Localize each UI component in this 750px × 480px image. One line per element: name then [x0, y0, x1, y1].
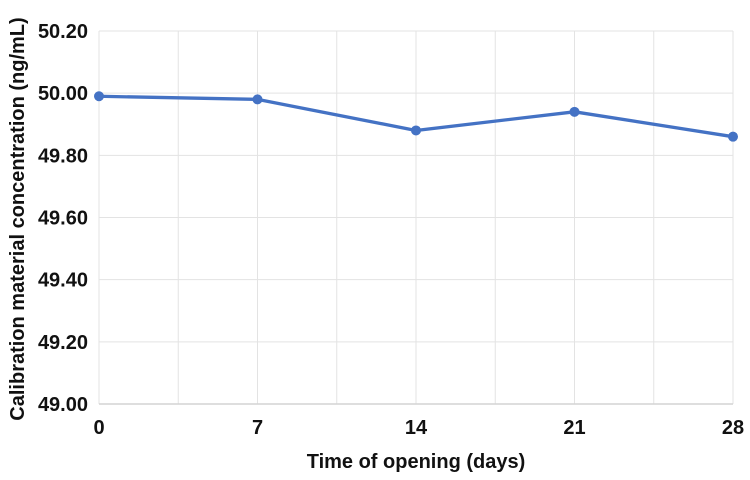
- data-point-marker: [94, 91, 104, 102]
- data-point-marker: [252, 94, 263, 105]
- y-tick-label: 50.00: [38, 83, 88, 105]
- x-tick-label: 0: [93, 417, 104, 439]
- data-point-marker: [728, 131, 738, 142]
- data-point-marker: [569, 106, 580, 117]
- data-point-marker: [411, 125, 421, 136]
- y-tick-label: 50.20: [38, 21, 88, 43]
- y-tick-label: 49.80: [38, 145, 88, 167]
- y-tick-label: 49.60: [38, 208, 88, 230]
- y-tick-label: 49.40: [38, 270, 88, 292]
- y-tick-label: 49.00: [38, 394, 88, 416]
- x-tick-label: 28: [722, 417, 744, 439]
- x-tick-label: 14: [405, 417, 428, 439]
- x-axis-title: Time of opening (days): [306, 451, 526, 473]
- x-tick-label: 21: [563, 417, 585, 439]
- y-tick-label: 49.20: [38, 332, 88, 354]
- x-tick-label: 7: [252, 417, 263, 439]
